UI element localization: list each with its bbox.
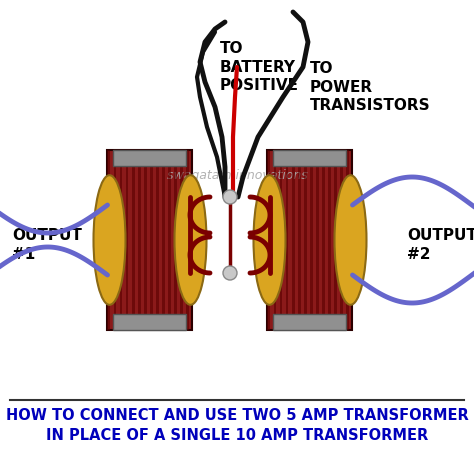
Bar bbox=[156, 150, 159, 330]
Text: TO
POWER
TRANSISTORS: TO POWER TRANSISTORS bbox=[310, 61, 430, 113]
Text: TO
BATTERY
POSITIVE: TO BATTERY POSITIVE bbox=[220, 41, 299, 93]
Bar bbox=[304, 150, 307, 330]
Circle shape bbox=[223, 190, 237, 204]
Bar bbox=[322, 150, 325, 330]
Bar bbox=[310, 150, 313, 330]
Bar bbox=[114, 150, 116, 330]
Bar bbox=[298, 150, 301, 330]
Bar bbox=[181, 150, 183, 330]
Bar bbox=[132, 150, 135, 330]
Bar bbox=[138, 150, 141, 330]
Text: OUTPUT
#1: OUTPUT #1 bbox=[12, 228, 82, 262]
Text: HOW TO CONNECT AND USE TWO 5 AMP TRANSFORMER: HOW TO CONNECT AND USE TWO 5 AMP TRANSFO… bbox=[6, 408, 468, 422]
Bar bbox=[168, 150, 171, 330]
Bar bbox=[108, 150, 192, 330]
Bar bbox=[119, 150, 122, 330]
Bar bbox=[267, 150, 353, 330]
Bar bbox=[286, 150, 289, 330]
Bar bbox=[273, 150, 276, 330]
Text: OUTPUT
#2: OUTPUT #2 bbox=[408, 228, 474, 262]
Bar bbox=[113, 150, 186, 166]
Bar bbox=[340, 150, 343, 330]
Bar bbox=[113, 314, 186, 330]
Ellipse shape bbox=[254, 175, 285, 305]
Bar bbox=[328, 150, 331, 330]
Bar bbox=[346, 150, 349, 330]
Bar bbox=[273, 314, 346, 330]
Circle shape bbox=[223, 266, 237, 280]
Bar bbox=[316, 150, 319, 330]
Bar bbox=[126, 150, 128, 330]
Ellipse shape bbox=[174, 175, 207, 305]
Bar bbox=[267, 150, 270, 330]
Text: IN PLACE OF A SINGLE 10 AMP TRANSFORMER: IN PLACE OF A SINGLE 10 AMP TRANSFORMER bbox=[46, 428, 428, 443]
Bar bbox=[186, 150, 189, 330]
Bar bbox=[273, 150, 346, 166]
Bar bbox=[144, 150, 146, 330]
Ellipse shape bbox=[93, 175, 126, 305]
Ellipse shape bbox=[335, 175, 366, 305]
Text: swagatam innovations: swagatam innovations bbox=[167, 168, 307, 182]
Bar bbox=[292, 150, 294, 330]
Bar bbox=[280, 150, 283, 330]
Bar bbox=[162, 150, 165, 330]
Bar bbox=[334, 150, 337, 330]
Bar bbox=[108, 150, 110, 330]
Bar bbox=[150, 150, 153, 330]
Bar bbox=[174, 150, 177, 330]
